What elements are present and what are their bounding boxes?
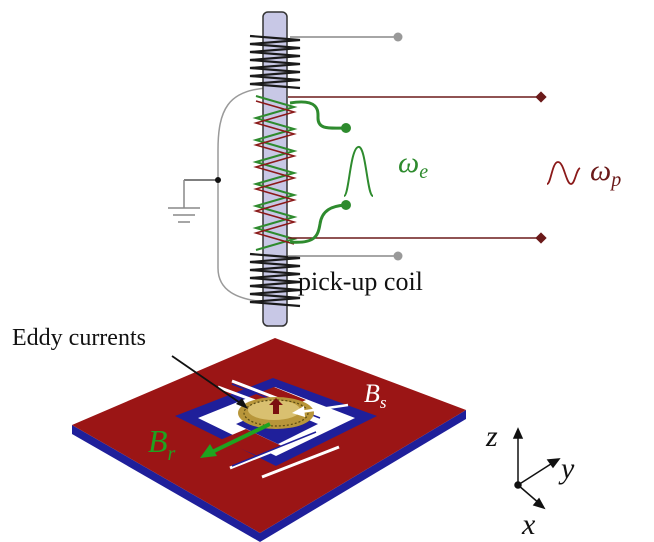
bottom-outer-winding <box>249 252 301 308</box>
bottom-winding-turns <box>249 252 301 308</box>
bs-arrow-line <box>299 403 349 414</box>
bs-label: Bs <box>364 379 387 412</box>
top-outer-terminal <box>393 32 403 42</box>
pickup-coil-label: pick-up coil <box>298 267 423 296</box>
middle-windings <box>252 95 298 251</box>
plate-side-right <box>260 410 466 542</box>
br-arrowhead <box>200 444 217 458</box>
eddy-pointer-arrowhead <box>236 398 248 409</box>
plate-side-left <box>72 425 260 542</box>
axis-z-label: z <box>485 420 498 453</box>
excitation-lead-bottom <box>289 203 346 244</box>
excitation-lead-top <box>289 100 346 130</box>
pickup-terminal-top <box>535 91 547 103</box>
bottom-outer-terminal <box>393 251 403 261</box>
axis-x-label: x <box>521 508 536 541</box>
pickup-coil-turns <box>253 100 297 245</box>
ground-icon <box>168 180 200 223</box>
excitation-sine-icon <box>343 145 374 197</box>
pickup-terminal-bottom <box>535 232 547 244</box>
field-up-arrow-icon <box>269 398 283 414</box>
bs-arrowhead <box>292 406 305 417</box>
eddy-currents-label: Eddy currents <box>12 325 146 351</box>
pickup-sine-icon <box>546 161 581 185</box>
excitation-coil-turns <box>252 95 298 251</box>
cavity-strip-bottom <box>220 429 282 456</box>
coordinate-axes <box>512 427 561 510</box>
ground-junction-dot <box>215 177 221 183</box>
eddy-pointer-line <box>171 355 247 408</box>
omega-e-label: ωe <box>398 146 428 183</box>
axis-y-label: y <box>558 452 575 485</box>
br-arrow-line <box>211 422 271 454</box>
top-winding-turns <box>249 34 301 90</box>
excitation-terminal-top <box>341 123 351 133</box>
left-loop-wire <box>217 87 269 303</box>
top-outer-winding <box>249 34 301 90</box>
eddy-current-ring <box>243 399 309 427</box>
br-label: Br <box>148 423 176 465</box>
omega-p-label: ωp <box>590 154 621 191</box>
excitation-terminal-bottom <box>341 200 351 210</box>
